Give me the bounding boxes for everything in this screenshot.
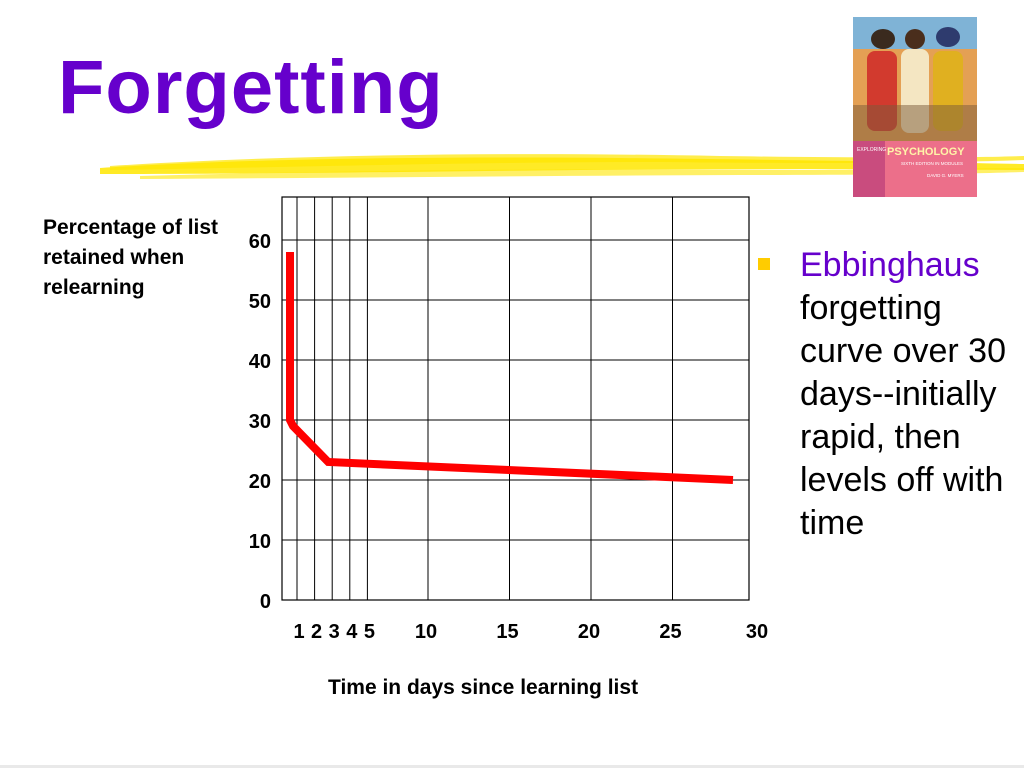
y-tick-label: 50	[249, 291, 271, 313]
x-tick-label: 3	[329, 621, 340, 643]
x-tick-label: 30	[746, 621, 768, 643]
square-bullet-icon	[758, 258, 770, 270]
slide-title: Forgetting	[58, 45, 444, 130]
x-tick-label: 4	[346, 621, 358, 643]
bullet-text: Ebbinghaus forgetting curve over 30 days…	[800, 244, 1020, 545]
x-axis-label: Time in days since learning list	[328, 676, 639, 699]
x-tick-label: 5	[364, 621, 375, 643]
bullet-rest: forgetting curve over 30 days--initially…	[800, 289, 1006, 542]
cover-label: EXPLORING	[857, 147, 886, 153]
y-tick-label: 0	[260, 591, 271, 613]
x-tick-label: 1	[293, 621, 304, 643]
x-tick-label: 15	[496, 621, 518, 643]
forgetting-curve-line	[286, 252, 734, 484]
y-tick-label: 10	[249, 531, 271, 553]
title-underline-brush	[100, 154, 1024, 179]
bullet-emphasis: Ebbinghaus	[800, 246, 980, 284]
x-tick-label: 20	[578, 621, 600, 643]
x-tick-label: 10	[415, 621, 437, 643]
footer-divider	[0, 765, 1024, 768]
bullet-point: Ebbinghaus forgetting curve over 30 days…	[758, 244, 1020, 545]
x-tick-label: 25	[659, 621, 681, 643]
y-tick-label: 60	[249, 231, 271, 253]
cover-subtitle: SIXTH EDITION IN MODULES	[901, 161, 963, 166]
cover-title: PSYCHOLOGY	[887, 146, 965, 158]
y-axis-label: Percentage of list retained when relearn…	[43, 216, 219, 299]
cover-author: DAVID G. MYERS	[927, 173, 964, 178]
y-tick-label: 40	[249, 351, 271, 373]
book-cover-image: EXPLORING PSYCHOLOGY SIXTH EDITION IN MO…	[853, 17, 977, 197]
plot-frame	[281, 196, 750, 601]
y-tick-label: 20	[249, 471, 271, 493]
x-tick-label: 2	[311, 621, 322, 643]
y-tick-label: 30	[249, 411, 271, 433]
